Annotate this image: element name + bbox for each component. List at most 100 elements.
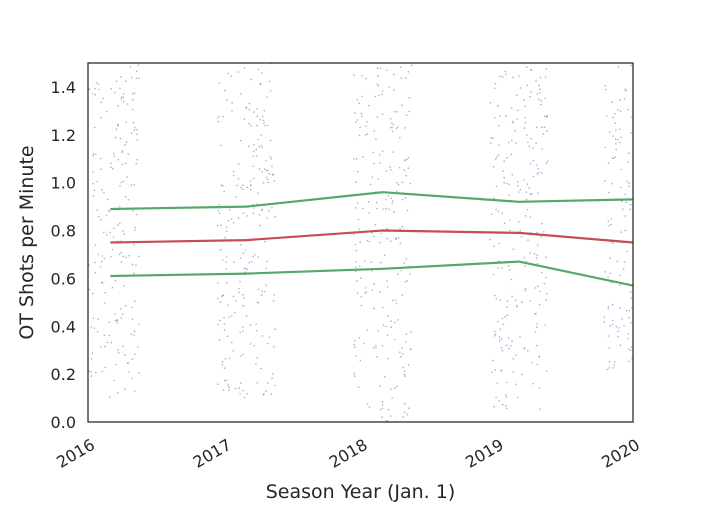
scatter-point xyxy=(116,319,118,322)
scatter-point xyxy=(516,118,518,120)
scatter-point xyxy=(99,346,102,348)
scatter-point xyxy=(515,142,517,144)
scatter-point xyxy=(541,148,544,150)
scatter-point xyxy=(245,315,248,317)
scatter-point xyxy=(260,134,263,136)
scatter-point xyxy=(371,232,373,234)
scatter-point xyxy=(365,77,367,80)
scatter-point xyxy=(117,105,119,107)
scatter-point xyxy=(375,345,377,347)
scatter-point xyxy=(381,113,384,115)
scatter-point xyxy=(358,228,361,231)
scatter-point xyxy=(253,111,255,113)
scatter-point xyxy=(497,104,499,107)
scatter-point xyxy=(237,163,240,165)
scatter-point xyxy=(526,66,528,68)
scatter-point xyxy=(387,357,389,360)
scatter-point xyxy=(256,108,258,110)
scatter-point xyxy=(536,231,538,234)
scatter-point xyxy=(132,334,135,336)
scatter-point xyxy=(92,195,95,197)
scatter-point xyxy=(611,323,614,326)
scatter-point xyxy=(627,161,629,163)
scatter-point xyxy=(249,188,252,191)
scatter-point xyxy=(509,268,511,271)
scatter-point xyxy=(508,347,510,350)
scatter-point xyxy=(407,71,410,73)
scatter-point xyxy=(355,157,358,160)
scatter-point xyxy=(544,324,547,326)
scatter-point xyxy=(614,122,617,124)
scatter-point xyxy=(253,344,255,347)
scatter-point xyxy=(220,144,222,147)
scatter-point xyxy=(94,261,96,264)
scatter-point xyxy=(630,64,632,67)
scatter-point xyxy=(510,345,512,347)
scatter-point xyxy=(609,325,612,327)
scatter-point xyxy=(537,192,539,194)
scatter-point xyxy=(381,404,384,406)
scatter-point xyxy=(223,329,226,331)
scatter-point xyxy=(354,112,356,114)
scatter-point xyxy=(603,316,606,318)
scatter-point xyxy=(131,377,134,380)
scatter-point xyxy=(393,338,396,341)
scatter-point xyxy=(628,360,630,363)
scatter-point xyxy=(395,385,398,388)
scatter-point xyxy=(511,174,514,176)
scatter-point xyxy=(512,358,514,360)
scatter-point xyxy=(498,336,501,338)
scatter-point xyxy=(231,101,233,104)
scatter-point xyxy=(536,363,539,366)
scatter-point xyxy=(530,137,532,140)
scatter-point xyxy=(546,114,548,117)
scatter-point xyxy=(541,126,543,128)
scatter-point xyxy=(122,93,125,95)
scatter-point xyxy=(495,158,497,160)
scatter-point xyxy=(221,259,224,261)
scatter-point xyxy=(492,165,495,168)
scatter-point xyxy=(115,80,118,82)
scatter-point xyxy=(511,139,513,142)
scatter-point xyxy=(225,268,227,270)
scatter-point xyxy=(620,231,623,233)
scatter-point xyxy=(228,386,230,389)
scatter-point xyxy=(624,229,627,232)
scatter-point xyxy=(519,336,521,338)
scatter-point xyxy=(510,153,513,156)
scatter-point xyxy=(217,209,220,212)
scatter-point xyxy=(114,313,116,315)
scatter-point xyxy=(404,127,406,129)
scatter-point xyxy=(379,261,382,264)
scatter-point xyxy=(237,217,240,219)
scatter-point xyxy=(615,129,617,131)
scatter-point xyxy=(103,334,106,337)
scatter-point xyxy=(272,299,275,302)
scatter-point xyxy=(530,69,533,71)
scatter-point xyxy=(228,357,231,360)
scatter-point xyxy=(497,267,499,269)
scatter-point xyxy=(516,396,519,399)
scatter-point xyxy=(401,294,404,296)
scatter-point xyxy=(505,396,508,398)
scatter-point xyxy=(617,65,620,68)
scatter-point xyxy=(221,363,224,366)
scatter-point xyxy=(494,330,496,333)
scatter-point xyxy=(623,261,626,264)
scatter-point xyxy=(389,166,392,168)
scatter-point xyxy=(507,265,510,267)
scatter-point xyxy=(629,208,632,211)
scatter-point xyxy=(127,199,130,201)
scatter-point xyxy=(393,111,396,113)
scatter-point xyxy=(607,335,610,337)
scatter-point xyxy=(360,296,362,298)
scatter-point xyxy=(531,361,534,364)
scatter-point xyxy=(608,361,611,363)
scatter-point xyxy=(222,115,225,118)
scatter-point xyxy=(266,96,269,98)
scatter-point xyxy=(536,344,538,347)
scatter-point xyxy=(122,345,124,348)
scatter-point xyxy=(392,123,395,126)
scatter-point xyxy=(611,303,614,306)
scatter-point xyxy=(397,237,400,239)
